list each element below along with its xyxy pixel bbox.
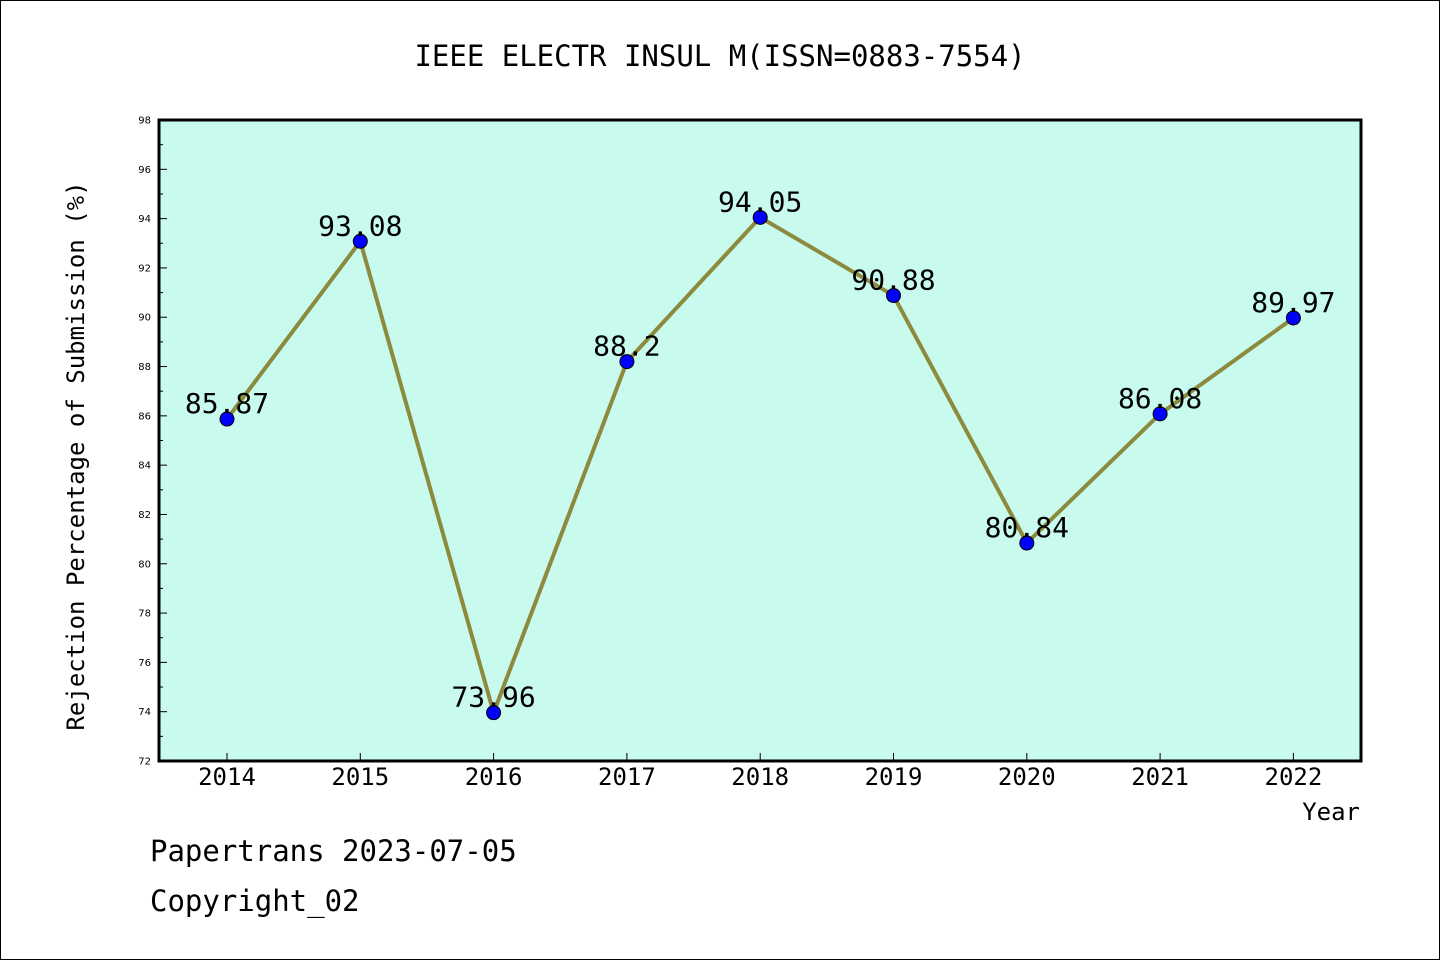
y-tick-label: 96 [138, 165, 151, 176]
y-tick-label: 88 [138, 362, 151, 373]
data-labels: 85.87 93.08 73.96 88.2 94.05 90.88 80.84 86.08 8… [185, 185, 1336, 713]
x-tick-label: 2016 [465, 763, 523, 791]
chart-title: IEEE ELECTR INSUL M(ISSN=0883-7554) [414, 39, 1025, 73]
y-tick-label: 72 [138, 757, 151, 768]
y-tick-label: 78 [138, 609, 151, 620]
y-tick-label: 92 [138, 263, 151, 274]
data-point-2014 [219, 411, 235, 427]
y-tick-label: 94 [138, 214, 151, 225]
data-label-2019: 90.88 [851, 264, 935, 297]
x-tick-label: 2017 [598, 763, 656, 791]
data-point-2021 [1152, 406, 1168, 422]
x-tick-label: 2018 [731, 763, 789, 791]
data-label-2015: 93.08 [318, 209, 402, 242]
data-point-2017 [619, 354, 635, 370]
footer-date: Papertrans 2023-07-05 [150, 834, 517, 868]
x-axis-label: Year [1302, 798, 1360, 826]
data-point-2018 [752, 209, 768, 225]
data-markers [219, 209, 1301, 721]
plot-area [157, 118, 1363, 763]
data-label-2014: 85.87 [185, 387, 269, 420]
data-point-2016 [486, 705, 502, 721]
y-tick-label: 80 [138, 559, 151, 570]
data-label-2016: 73.96 [451, 681, 535, 714]
y-axis: 72 74 76 78 80 82 84 86 88 90 92 94 96 98 [138, 116, 167, 768]
x-tick-label: 2019 [865, 763, 923, 791]
y-tick-label: 82 [138, 510, 151, 521]
y-tick-label: 84 [138, 461, 151, 472]
y-tick-label: 76 [138, 658, 151, 669]
y-tick-label: 90 [138, 313, 151, 324]
data-label-2022: 89.97 [1251, 286, 1335, 319]
data-label-2020: 80.84 [985, 511, 1069, 544]
x-tick-label: 2014 [198, 763, 256, 791]
x-axis: 2014 2015 2016 2017 2018 2019 2020 2021 2022 [198, 753, 1322, 791]
data-point-2022 [1285, 310, 1301, 326]
y-axis-label: Rejection Percentage of Submission (%) [62, 181, 90, 730]
x-tick-label: 2021 [1131, 763, 1189, 791]
data-point-2019 [886, 288, 901, 304]
data-label-2017: 88.2 [593, 330, 660, 363]
data-point-2015 [352, 233, 368, 249]
y-tick-label: 98 [138, 116, 151, 127]
x-tick-label: 2022 [1265, 763, 1323, 791]
footer-copyright: Copyright_02 [150, 884, 360, 918]
x-tick-label: 2020 [998, 763, 1056, 791]
y-tick-label: 74 [138, 707, 151, 718]
data-label-2018: 94.05 [718, 185, 802, 218]
x-tick-label: 2015 [331, 763, 389, 791]
data-label-2021: 86.08 [1118, 382, 1202, 415]
y-tick-label: 86 [138, 411, 151, 422]
data-point-2020 [1019, 535, 1035, 551]
